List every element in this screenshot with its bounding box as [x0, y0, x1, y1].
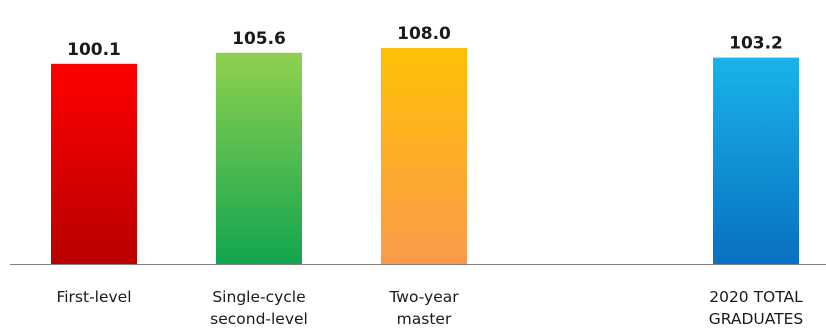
bar-single-cycle-second-level [216, 52, 302, 264]
bars-group [51, 48, 799, 264]
bar-total-graduates [713, 57, 799, 264]
bar-first-level [51, 63, 137, 264]
category-label-total-graduates-line-2: GRADUATES [709, 310, 804, 328]
value-labels-group: 100.1 105.6 108.0 103.2 [67, 24, 783, 60]
category-label-single-cycle-second-level-line-2: second-level [210, 310, 308, 328]
category-label-first-level: First-level [56, 288, 131, 306]
value-label-single-cycle-second-level: 105.6 [232, 29, 286, 49]
value-label-total-graduates: 103.2 [729, 34, 783, 54]
category-label-two-year-master-line-1: Two-year [388, 288, 459, 306]
category-label-total-graduates-line-1: 2020 TOTAL [709, 288, 803, 306]
bar-two-year-master [381, 48, 467, 264]
value-label-first-level: 100.1 [67, 40, 121, 60]
category-labels-group: First-level Single-cycle second-level Two-y… [56, 288, 803, 328]
category-label-single-cycle-second-level-line-1: Single-cycle [212, 288, 305, 306]
category-label-two-year-master-line-2: master [397, 310, 452, 328]
value-label-two-year-master: 108.0 [397, 24, 451, 44]
